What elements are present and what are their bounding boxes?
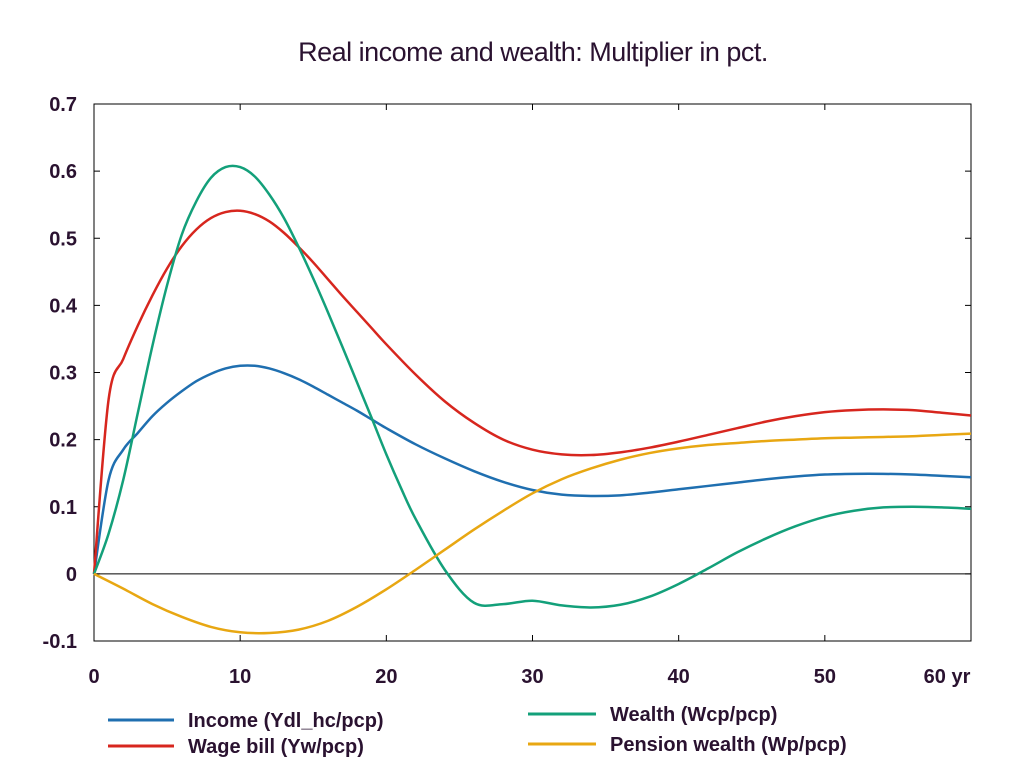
y-tick-label: 0 [66,564,77,586]
y-tick-label: 0.6 [49,161,77,183]
x-tick-label: 20 [375,666,397,688]
y-axis-ticks: -0.1 0 0.1 0.2 0.3 0.4 0.5 0.6 0.7 [43,94,971,653]
y-tick-label: 0.7 [49,94,77,116]
series-line-pension-wealth [93,432,972,635]
y-tick-label: 0.2 [49,430,77,452]
y-tick-label: 0.1 [49,497,77,519]
legend-item-wealth-label: Wealth (Wcp/pcp) [610,704,777,726]
x-axis-ticks: 0 10 20 30 40 50 60 yr [88,104,972,688]
x-tick-label: 60 yr [924,666,971,688]
series-line-income [92,364,972,575]
x-tick-label: 0 [88,666,99,688]
y-tick-label: 0.3 [49,363,77,385]
x-tick-label: 30 [521,666,543,688]
y-tick-label: 0.5 [49,228,77,250]
series-line-wealth [92,164,972,609]
plot-frame [93,103,972,642]
y-tick-label: -0.1 [43,631,77,653]
legend-item-pension-wealth-label: Pension wealth (Wp/pcp) [610,734,847,756]
legend-item-wage-bill-label: Wage bill (Yw/pcp) [188,736,364,758]
x-tick-label: 10 [229,666,251,688]
x-tick-label: 40 [668,666,690,688]
x-tick-label: 50 [814,666,836,688]
series-line-wage-bill [92,209,972,574]
legend: Income (Ydl_hc/pcp) Wage bill (Yw/pcp) Wea… [108,704,847,758]
y-tick-label: 0.4 [49,295,78,317]
series-lines [92,164,972,635]
legend-item-income-label: Income (Ydl_hc/pcp) [188,710,384,732]
chart-title: Real income and wealth: Multiplier in pc… [298,37,768,67]
